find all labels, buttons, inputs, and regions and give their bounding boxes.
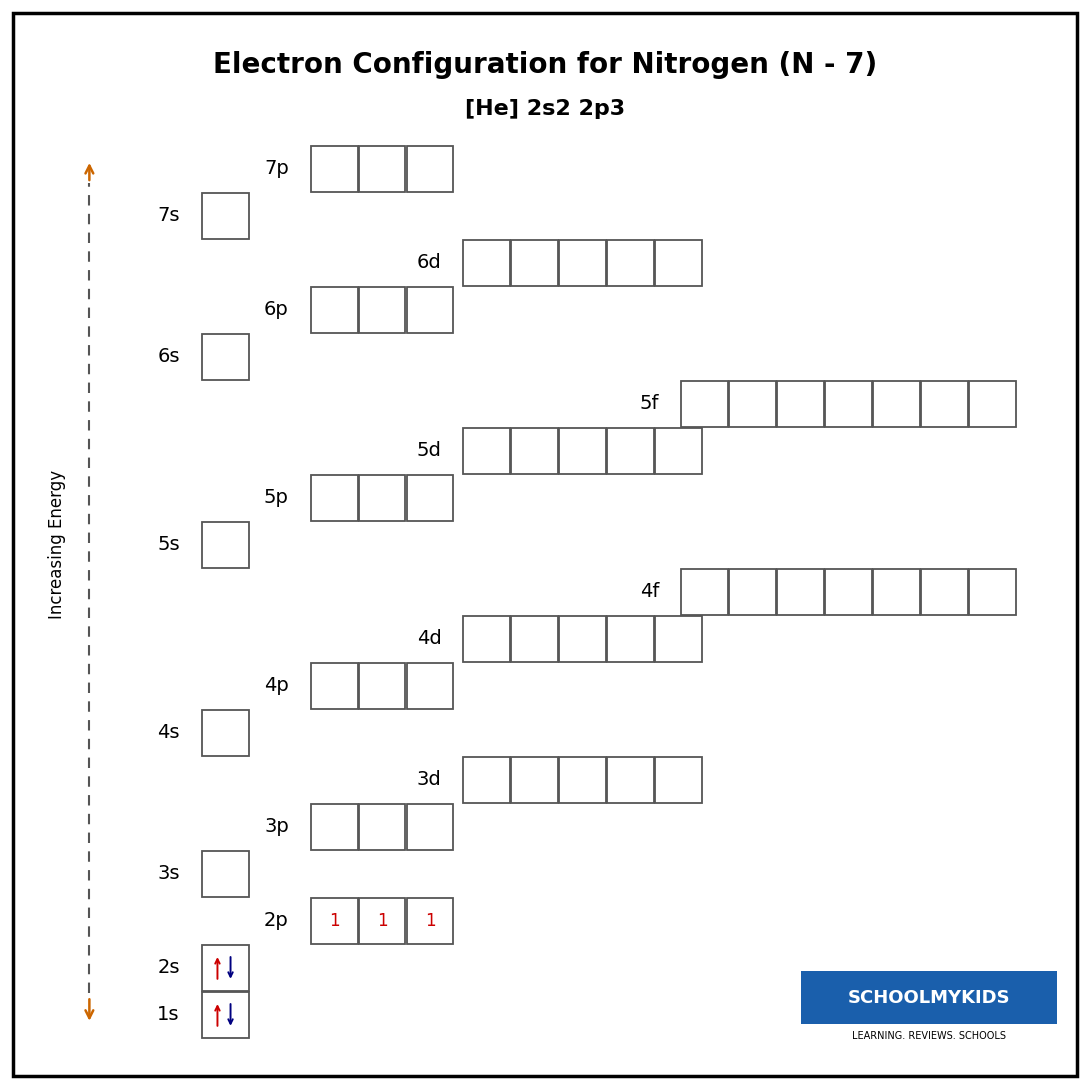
Bar — [311, 663, 358, 709]
Text: [He] 2s2 2p3: [He] 2s2 2p3 — [465, 99, 625, 119]
Bar — [463, 428, 510, 474]
Bar — [359, 898, 405, 944]
Bar — [463, 757, 510, 803]
Text: 3d: 3d — [416, 770, 441, 790]
Bar — [681, 570, 728, 614]
Bar — [607, 616, 654, 662]
Bar — [825, 570, 872, 614]
Bar — [463, 616, 510, 662]
Text: 7s: 7s — [157, 206, 180, 225]
Text: 5p: 5p — [264, 488, 289, 507]
Bar — [511, 428, 558, 474]
Bar — [921, 570, 968, 614]
Bar — [559, 240, 606, 285]
Bar — [202, 945, 249, 991]
Text: 5s: 5s — [157, 536, 180, 554]
Text: 4s: 4s — [157, 723, 180, 743]
Text: 3p: 3p — [264, 818, 289, 836]
Bar — [359, 287, 405, 333]
Text: 1s: 1s — [157, 1005, 180, 1025]
Bar — [202, 710, 249, 756]
Bar — [873, 570, 920, 614]
Text: Increasing Energy: Increasing Energy — [48, 470, 65, 619]
Bar — [607, 240, 654, 285]
Bar — [407, 898, 453, 944]
Text: 6d: 6d — [416, 254, 441, 272]
Text: 2s: 2s — [157, 958, 180, 978]
Bar — [655, 428, 702, 474]
Bar — [607, 428, 654, 474]
Text: 2p: 2p — [264, 911, 289, 930]
Bar — [359, 146, 405, 192]
Bar — [202, 992, 249, 1038]
Bar — [407, 663, 453, 709]
Bar — [202, 522, 249, 567]
Text: 4d: 4d — [416, 629, 441, 648]
Text: 1: 1 — [425, 911, 435, 930]
Bar — [407, 804, 453, 849]
Text: SCHOOLMYKIDS: SCHOOLMYKIDS — [848, 989, 1010, 1006]
Bar — [969, 381, 1016, 427]
Text: 3s: 3s — [157, 865, 180, 883]
Bar — [655, 757, 702, 803]
Bar — [607, 757, 654, 803]
Bar — [729, 570, 776, 614]
Bar — [311, 804, 358, 849]
Bar — [463, 240, 510, 285]
FancyBboxPatch shape — [13, 13, 1077, 1076]
Text: 6s: 6s — [157, 347, 180, 366]
Bar — [407, 287, 453, 333]
Text: 5f: 5f — [640, 394, 659, 414]
Text: LEARNING. REVIEWS. SCHOOLS: LEARNING. REVIEWS. SCHOOLS — [852, 1030, 1006, 1041]
Bar — [511, 757, 558, 803]
Bar — [801, 971, 1057, 1024]
Bar — [202, 334, 249, 380]
Text: 6p: 6p — [264, 301, 289, 319]
Bar — [681, 381, 728, 427]
Bar — [511, 240, 558, 285]
Bar — [359, 475, 405, 521]
Text: 4p: 4p — [264, 676, 289, 696]
Bar — [407, 146, 453, 192]
Text: 5d: 5d — [416, 441, 441, 461]
Bar — [202, 852, 249, 897]
Bar — [407, 475, 453, 521]
Bar — [311, 475, 358, 521]
Text: 7p: 7p — [264, 159, 289, 179]
Bar — [559, 428, 606, 474]
Bar — [825, 381, 872, 427]
Bar — [873, 381, 920, 427]
Text: Electron Configuration for Nitrogen (N - 7): Electron Configuration for Nitrogen (N -… — [213, 51, 877, 79]
Bar — [655, 616, 702, 662]
Bar — [311, 287, 358, 333]
Bar — [655, 240, 702, 285]
Bar — [729, 381, 776, 427]
Bar — [311, 146, 358, 192]
Bar — [359, 663, 405, 709]
Text: 1: 1 — [377, 911, 387, 930]
Bar — [511, 616, 558, 662]
Bar — [777, 381, 824, 427]
Text: 4f: 4f — [640, 583, 659, 601]
Bar — [559, 616, 606, 662]
Bar — [969, 570, 1016, 614]
Bar — [202, 193, 249, 238]
Text: 1: 1 — [329, 911, 339, 930]
Bar — [559, 757, 606, 803]
Bar — [921, 381, 968, 427]
Bar — [311, 898, 358, 944]
Bar — [777, 570, 824, 614]
Bar — [359, 804, 405, 849]
